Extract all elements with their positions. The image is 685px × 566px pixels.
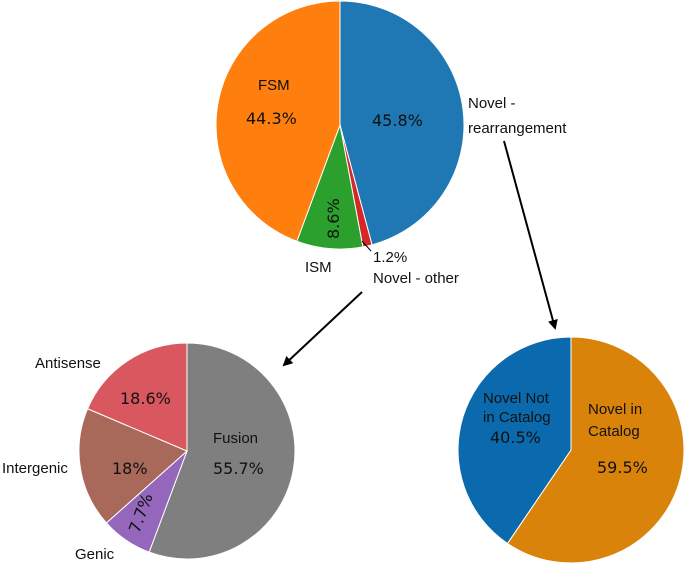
value-label-novel-rearrangement: 45.8% bbox=[372, 111, 423, 130]
label-genic: Genic bbox=[75, 546, 115, 563]
value-label-novel-not-in-catalog: 40.5% bbox=[490, 428, 541, 447]
pie-slice-antisense bbox=[86, 342, 188, 452]
label-novel-rearrangement-line2: rearrangement bbox=[468, 120, 567, 137]
pie-slice-fsm bbox=[215, 0, 341, 242]
value-label-fusion: 55.7% bbox=[213, 459, 264, 478]
label-novel-other: Novel - other bbox=[373, 270, 459, 287]
pie-novel-other bbox=[78, 342, 296, 560]
label-novel-not-in-catalog-line1: Novel Not bbox=[483, 390, 550, 407]
value-label-ism: 8.6% bbox=[324, 198, 343, 239]
value-label-intergenic: 18% bbox=[112, 459, 148, 478]
label-novel-rearrangement-line1: Novel - bbox=[468, 95, 516, 112]
pie-novel-rearrangement bbox=[457, 336, 685, 564]
pie-slice-novel-in-catalog bbox=[506, 336, 685, 564]
label-intergenic: Intergenic bbox=[2, 460, 68, 477]
label-novel-in-catalog-line2: Catalog bbox=[588, 423, 640, 440]
label-ism: ISM bbox=[305, 259, 332, 276]
novel-other-leader-line bbox=[361, 240, 372, 252]
pie-slice-novel-not-in-catalog bbox=[457, 336, 572, 545]
arrow-to-novel-other-pie bbox=[282, 291, 363, 367]
pie-main bbox=[215, 0, 465, 250]
value-label-novel-other: 1.2% bbox=[373, 249, 407, 266]
pie-slice-fusion bbox=[148, 342, 296, 560]
value-label-novel-in-catalog: 59.5% bbox=[597, 458, 648, 477]
pie-slice-novel-rearrangement bbox=[339, 0, 465, 246]
label-antisense: Antisense bbox=[35, 355, 101, 372]
label-novel-not-in-catalog-line2: in Catalog bbox=[483, 409, 551, 426]
label-novel-in-catalog-line1: Novel in bbox=[588, 401, 642, 418]
value-label-fsm: 44.3% bbox=[246, 109, 297, 128]
label-fusion: Fusion bbox=[213, 430, 258, 447]
label-fsm: FSM bbox=[258, 77, 290, 94]
pie-slice-intergenic bbox=[78, 408, 188, 524]
arrow-to-novel-rearrangement-pie bbox=[503, 140, 558, 330]
value-label-antisense: 18.6% bbox=[120, 389, 171, 408]
